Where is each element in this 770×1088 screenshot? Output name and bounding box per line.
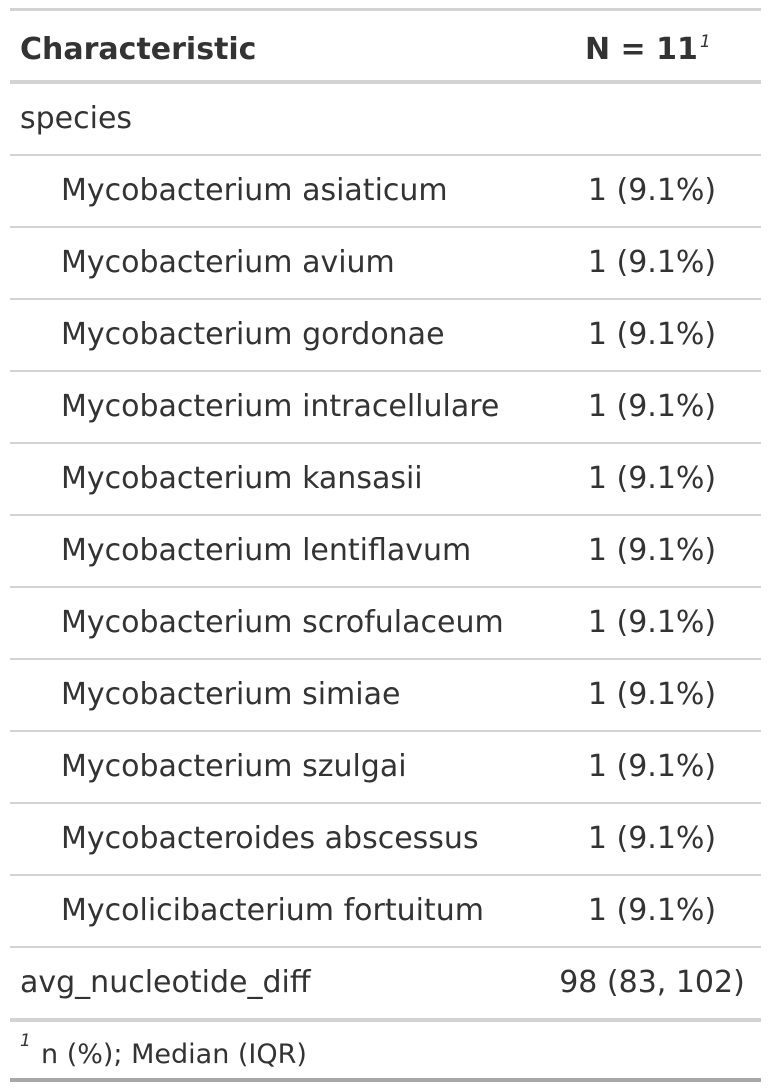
row-stat: 98 (83, 102) xyxy=(559,965,745,1000)
row-label: avg_nucleotide_diff xyxy=(20,965,311,1000)
row-label: Mycobacterium intracellulare xyxy=(61,389,500,424)
row-label: Mycobacterium avium xyxy=(61,245,395,280)
header-characteristic: Characteristic xyxy=(20,32,257,67)
row-stat: 1 (9.1%) xyxy=(587,749,717,784)
header-n-label: N = 11 xyxy=(585,32,698,67)
row-stat: 1 (9.1%) xyxy=(587,533,717,568)
row-label: Mycobacterium simiae xyxy=(61,677,401,712)
table-row: Mycobacteroides abscessus 1 (9.1%) xyxy=(10,804,761,876)
row-stat: 1 (9.1%) xyxy=(587,245,717,280)
row-label: Mycobacterium asiaticum xyxy=(61,173,448,208)
row-label: Mycobacterium kansasii xyxy=(61,461,423,496)
row-stat: 1 (9.1%) xyxy=(587,461,717,496)
table-row: Mycobacterium simiae 1 (9.1%) xyxy=(10,660,761,732)
table-row: Mycobacterium scrofulaceum 1 (9.1%) xyxy=(10,588,761,660)
row-stat: 1 (9.1%) xyxy=(587,317,717,352)
table-row: Mycobacterium lentiflavum 1 (9.1%) xyxy=(10,516,761,588)
row-stat: 1 (9.1%) xyxy=(587,173,717,208)
table-row: Mycobacterium kansasii 1 (9.1%) xyxy=(10,444,761,516)
table-row: Mycobacterium intracellulare 1 (9.1%) xyxy=(10,372,761,444)
table-row: Mycobacterium asiaticum 1 (9.1%) xyxy=(10,156,761,228)
row-label: Mycobacterium gordonae xyxy=(61,317,445,352)
footnote-mark: 1 xyxy=(20,1031,31,1051)
row-label: Mycobacterium szulgai xyxy=(61,749,407,784)
row-label: species xyxy=(20,101,133,136)
table-header: Characteristic N = 11 1 xyxy=(10,11,761,84)
header-footnote-mark: 1 xyxy=(699,32,711,52)
row-stat: 1 (9.1%) xyxy=(587,893,717,928)
table-row-avg-nucleotide-diff: avg_nucleotide_diff 98 (83, 102) xyxy=(10,948,761,1022)
table-row: Mycobacterium gordonae 1 (9.1%) xyxy=(10,300,761,372)
row-stat: 1 (9.1%) xyxy=(587,677,717,712)
row-label: Mycobacterium scrofulaceum xyxy=(61,605,504,640)
row-stat: 1 (9.1%) xyxy=(587,605,717,640)
row-label: Mycobacterium lentiflavum xyxy=(61,533,472,568)
table-footnote: 1 n (%); Median (IQR) xyxy=(10,1022,761,1082)
table-row: Mycobacterium szulgai 1 (9.1%) xyxy=(10,732,761,804)
row-stat: 1 (9.1%) xyxy=(587,389,717,424)
table-row: Mycobacterium avium 1 (9.1%) xyxy=(10,228,761,300)
table-row-species: species xyxy=(10,84,761,156)
table-row: Mycolicibacterium fortuitum 1 (9.1%) xyxy=(10,876,761,948)
row-label: Mycolicibacterium fortuitum xyxy=(61,893,484,928)
row-label: Mycobacteroides abscessus xyxy=(61,821,479,856)
table-top-rule xyxy=(10,8,761,11)
footnote-text: n (%); Median (IQR) xyxy=(41,1039,307,1070)
summary-table: Characteristic N = 11 1 species Mycobacte… xyxy=(10,8,761,1082)
header-n: N = 11 1 xyxy=(585,32,711,72)
row-stat: 1 (9.1%) xyxy=(587,821,717,856)
